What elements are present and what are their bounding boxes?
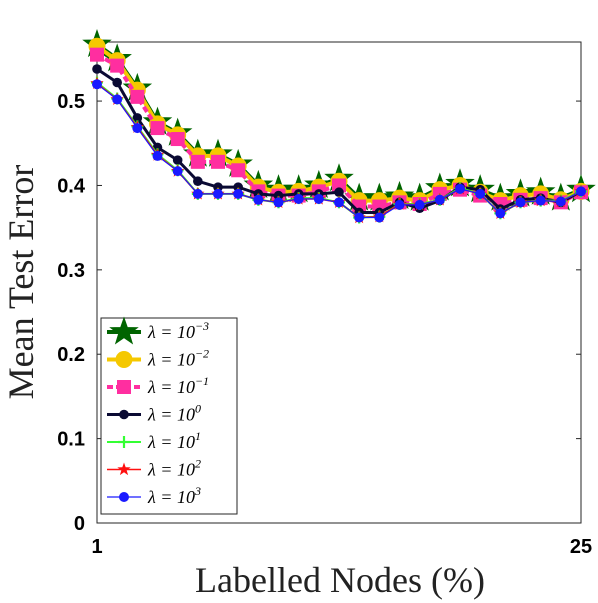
data-point (211, 154, 225, 169)
series-6 (92, 79, 586, 223)
data-point (233, 188, 244, 199)
data-point (334, 187, 344, 198)
legend-marker (119, 409, 129, 420)
legend-marker (117, 380, 131, 394)
legend-label: λ = 102 (147, 457, 201, 480)
legend-label-exponent: 3 (194, 484, 201, 498)
data-point (475, 188, 486, 199)
data-point (576, 186, 586, 197)
y-tick-label: 0 (74, 513, 85, 535)
legend-label-exponent: 0 (195, 402, 201, 416)
data-point (535, 195, 546, 206)
legend-marker (119, 492, 129, 502)
data-point (172, 166, 183, 177)
data-point (130, 89, 145, 104)
legend-marker (109, 316, 139, 345)
series-layer (82, 29, 596, 224)
legend-label-exponent: −2 (195, 347, 209, 361)
data-point (394, 199, 405, 210)
data-point (172, 155, 183, 165)
legend-label: λ = 103 (147, 484, 201, 507)
y-tick-label: 0.5 (57, 91, 85, 113)
legend-label-base: λ = 10 (147, 350, 195, 370)
data-point (190, 154, 205, 169)
data-point (170, 132, 185, 147)
legend-label-exponent: −1 (195, 374, 209, 388)
y-tick-label: 0.4 (57, 175, 86, 197)
y-tick-label: 0.3 (57, 260, 85, 282)
data-point (455, 183, 465, 194)
x-axis-title: Labelled Nodes (%) (195, 560, 485, 600)
data-point (213, 188, 223, 199)
x-axis-ticks: 1 25 (91, 518, 592, 558)
data-point (414, 199, 425, 210)
legend-item: λ = 10−3 (107, 316, 209, 345)
legend-label-base: λ = 10 (147, 460, 195, 480)
y-tick-label: 0.1 (57, 429, 85, 451)
data-point (110, 58, 125, 73)
data-point (150, 121, 165, 136)
y-axis-ticks: 0 0.1 0.2 0.3 0.4 0.5 (57, 91, 581, 535)
data-point (555, 196, 566, 207)
y-tick-label: 0.2 (57, 344, 85, 366)
legend-label-base: λ = 10 (147, 405, 195, 425)
data-point (90, 47, 104, 62)
data-point (434, 194, 445, 205)
legend-label-exponent: −3 (195, 319, 209, 333)
data-point (112, 94, 123, 105)
legend-label-exponent: 1 (195, 429, 201, 443)
data-point (515, 197, 526, 208)
data-point (92, 79, 102, 90)
data-point (253, 194, 264, 205)
x-tick-label: 1 (91, 536, 102, 558)
legend-marker (115, 351, 133, 368)
legend-item: λ = 10−2 (107, 347, 209, 370)
data-point (495, 208, 506, 219)
data-point (152, 150, 163, 161)
legend-label-base: λ = 10 (147, 432, 195, 452)
data-point (132, 123, 143, 134)
legend-label: λ = 10−2 (147, 347, 209, 370)
legend-label: λ = 101 (147, 429, 201, 452)
data-point (354, 212, 365, 223)
legend-item: λ = 102 (107, 457, 201, 480)
data-point (132, 113, 143, 123)
legend-label-exponent: 2 (195, 457, 201, 471)
legend-item: λ = 100 (107, 402, 201, 425)
data-point (231, 163, 246, 178)
legend-label-base: λ = 10 (147, 487, 195, 507)
legend-marker (117, 462, 131, 476)
data-point (273, 197, 284, 208)
data-point (334, 197, 344, 208)
data-point (193, 176, 203, 187)
legend-label: λ = 10−3 (147, 319, 209, 342)
data-point (313, 193, 324, 204)
legend-label: λ = 10−1 (147, 374, 209, 397)
y-axis-title: Mean Test Error (1, 165, 41, 400)
legend-label-base: λ = 10 (147, 322, 195, 342)
x-tick-label: 25 (570, 536, 592, 558)
data-point (192, 188, 203, 199)
legend-label-base: λ = 10 (147, 377, 195, 397)
data-point (112, 77, 122, 88)
data-point (293, 193, 304, 204)
legend-item: λ = 103 (107, 484, 201, 507)
legend-item: λ = 101 (107, 429, 201, 452)
data-point (92, 64, 102, 74)
legend-marker (118, 436, 130, 448)
legend-item: λ = 10−1 (107, 374, 209, 397)
legend-label: λ = 100 (147, 402, 201, 425)
data-point (374, 212, 385, 223)
